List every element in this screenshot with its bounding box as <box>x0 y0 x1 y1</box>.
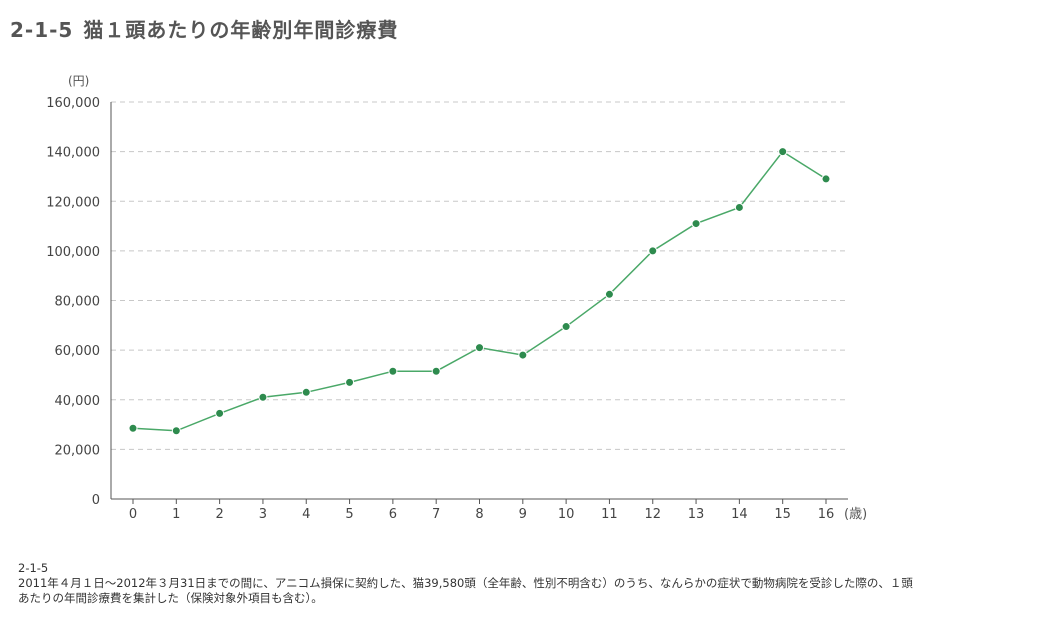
x-tick-label: 14 <box>731 507 748 522</box>
data-point <box>258 392 268 402</box>
title-text: 猫１頭あたりの年齢別年間診療費 <box>83 18 399 42</box>
footnote-line-1: 2011年４月１日〜2012年３月31日までの間に、アニコム損保に契約した、猫3… <box>18 576 913 590</box>
data-point <box>691 219 701 229</box>
x-tick-label: 9 <box>519 507 527 522</box>
footnote: 2-1-5 2011年４月１日〜2012年３月31日までの間に、アニコム損保に契… <box>18 561 1028 606</box>
x-tick-label: 3 <box>259 507 267 522</box>
y-tick-label: 100,000 <box>46 245 100 260</box>
axes <box>110 102 848 504</box>
data-point <box>475 343 484 353</box>
x-tick-label: 1 <box>172 507 180 522</box>
data-points <box>128 147 831 436</box>
y-tick-label: 120,000 <box>46 195 100 210</box>
chart-title: 2-1-5 猫１頭あたりの年齢別年間診療費 <box>10 14 398 43</box>
x-tick-label: 0 <box>129 507 137 522</box>
y-tick-labels: 0 20,000 40,000 60,000 80,000 100,000 120,000 1… <box>46 96 100 508</box>
x-tick-label: 4 <box>302 507 310 522</box>
data-point <box>388 366 398 376</box>
x-tick-label: 13 <box>688 507 705 522</box>
series-polyline <box>132 150 827 432</box>
data-point <box>431 366 441 376</box>
x-tick-label: 7 <box>432 507 440 522</box>
x-tick-labels: 0 1 2 3 4 5 6 7 8 9 10 11 12 13 14 15 16 <box>129 507 834 522</box>
y-axis-unit-label: (円) <box>68 74 89 88</box>
data-point <box>345 377 355 387</box>
data-point <box>604 289 614 299</box>
x-tick-label: 5 <box>345 507 353 522</box>
data-point <box>561 322 571 332</box>
footnote-id: 2-1-5 <box>18 561 49 575</box>
series-line <box>132 150 827 432</box>
x-tick-label: 11 <box>601 507 618 522</box>
x-tick-label: 8 <box>475 507 483 522</box>
data-point <box>778 147 788 157</box>
data-point <box>171 426 181 436</box>
figure-number: 2-1-5 <box>10 18 74 42</box>
x-tick-label: 12 <box>644 507 661 522</box>
y-tick-label: 40,000 <box>55 394 101 409</box>
y-tick-label: 80,000 <box>55 295 101 310</box>
grid-lines <box>111 101 848 450</box>
y-tick-label: 60,000 <box>55 344 101 359</box>
data-point <box>821 174 831 184</box>
x-tick-label: 15 <box>774 507 791 522</box>
data-point <box>128 423 138 433</box>
y-tick-label: 0 <box>92 493 100 508</box>
x-tick-label: 6 <box>389 507 397 522</box>
data-point <box>301 387 311 397</box>
x-tick-label: 2 <box>215 507 223 522</box>
footnote-line-2: あたりの年間診療費を集計した（保険対象外項目も含む）。 <box>18 591 323 605</box>
data-point <box>648 246 658 256</box>
data-point <box>734 202 744 212</box>
y-tick-label: 20,000 <box>55 443 101 458</box>
y-tick-label: 160,000 <box>46 96 100 111</box>
data-point <box>518 350 528 360</box>
x-axis-unit-label: (歳) <box>844 507 867 522</box>
x-tick-label: 16 <box>818 507 835 522</box>
y-tick-label: 140,000 <box>46 146 100 161</box>
data-point <box>215 408 225 418</box>
x-tick-label: 10 <box>558 507 575 522</box>
line-chart: 0 20,000 40,000 60,000 80,000 100,000 120,000 1… <box>46 74 867 522</box>
